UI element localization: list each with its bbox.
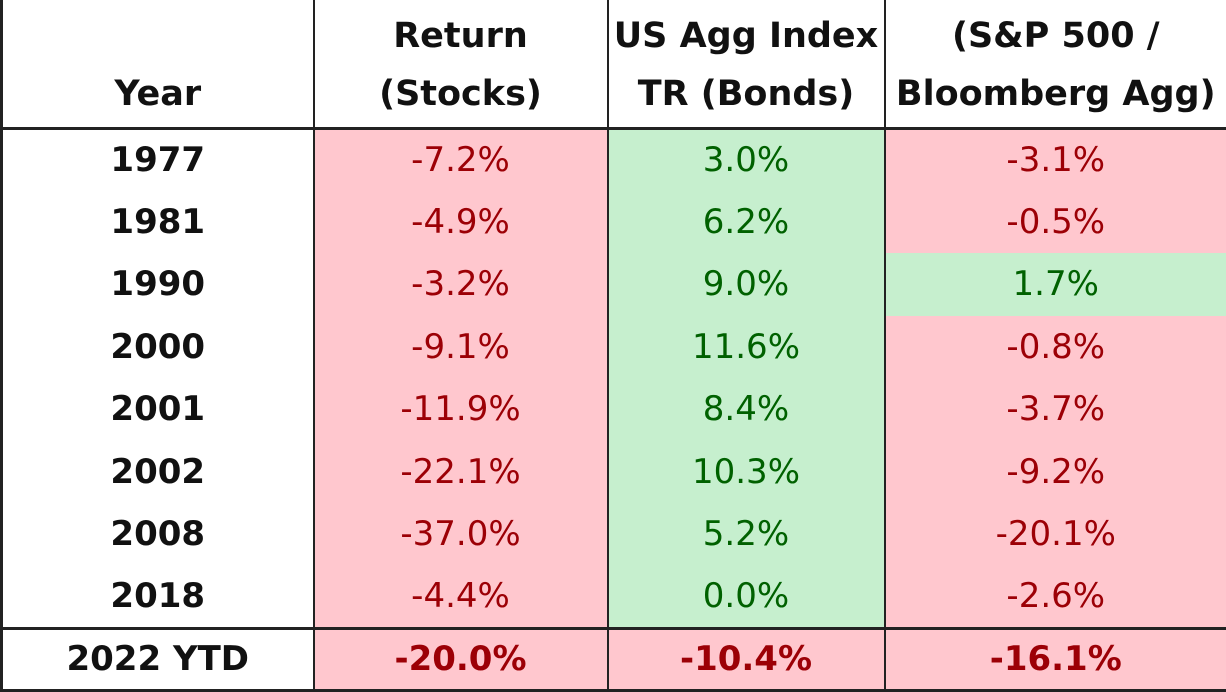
year-cell: 2008: [2, 503, 314, 566]
total-stocks-cell: -20.0%: [314, 628, 608, 690]
diff-cell: -0.5%: [885, 191, 1226, 254]
bonds-cell: 11.6%: [608, 316, 885, 379]
total-diff-cell: -16.1%: [885, 628, 1226, 690]
stocks-cell: -9.1%: [314, 316, 608, 379]
diff-cell: -3.1%: [885, 128, 1226, 191]
header-stocks-line1: Return: [315, 7, 607, 65]
year-cell: 1977: [2, 128, 314, 191]
header-bonds: US Agg Index TR (Bonds): [608, 0, 885, 128]
bonds-cell: 10.3%: [608, 441, 885, 504]
table-row: 1977 -7.2% 3.0% -3.1%: [2, 128, 1226, 191]
stocks-cell: -4.9%: [314, 191, 608, 254]
table-row: 2002 -22.1% 10.3% -9.2%: [2, 441, 1226, 504]
bonds-cell: 3.0%: [608, 128, 885, 191]
diff-cell: 1.7%: [885, 253, 1226, 316]
table-row: 2000 -9.1% 11.6% -0.8%: [2, 316, 1226, 379]
stocks-cell: -3.2%: [314, 253, 608, 316]
table-row: 2001 -11.9% 8.4% -3.7%: [2, 378, 1226, 441]
header-bonds-line2: TR (Bonds): [609, 65, 884, 123]
header-year-line2: Year: [3, 65, 313, 123]
stocks-cell: -4.4%: [314, 566, 608, 629]
header-diff-line2: Bloomberg Agg): [886, 65, 1226, 123]
diff-cell: -9.2%: [885, 441, 1226, 504]
header-year-line1: [3, 7, 313, 65]
year-cell: 2002: [2, 441, 314, 504]
total-row: 2022 YTD -20.0% -10.4% -16.1%: [2, 628, 1226, 690]
header-year: Year: [2, 0, 314, 128]
total-year-cell: 2022 YTD: [2, 628, 314, 690]
stocks-cell: -11.9%: [314, 378, 608, 441]
header-stocks-line2: (Stocks): [315, 65, 607, 123]
table-row: 2008 -37.0% 5.2% -20.1%: [2, 503, 1226, 566]
table-row: 2018 -4.4% 0.0% -2.6%: [2, 566, 1226, 629]
bonds-cell: 9.0%: [608, 253, 885, 316]
bonds-cell: 5.2%: [608, 503, 885, 566]
diff-cell: -20.1%: [885, 503, 1226, 566]
diff-cell: -0.8%: [885, 316, 1226, 379]
table-row: 1981 -4.9% 6.2% -0.5%: [2, 191, 1226, 254]
stocks-cell: -7.2%: [314, 128, 608, 191]
diff-cell: -2.6%: [885, 566, 1226, 629]
header-bonds-line1: US Agg Index: [609, 7, 884, 65]
year-cell: 1981: [2, 191, 314, 254]
diff-cell: -3.7%: [885, 378, 1226, 441]
header-stocks: Return (Stocks): [314, 0, 608, 128]
stocks-cell: -22.1%: [314, 441, 608, 504]
table-row: 1990 -3.2% 9.0% 1.7%: [2, 253, 1226, 316]
header-diff-line1: (S&P 500 /: [886, 7, 1226, 65]
bonds-cell: 6.2%: [608, 191, 885, 254]
bonds-cell: 0.0%: [608, 566, 885, 629]
header-diff: (S&P 500 / Bloomberg Agg): [885, 0, 1226, 128]
bonds-cell: 8.4%: [608, 378, 885, 441]
header-row: Year Return (Stocks) US Agg Index TR (Bo…: [2, 0, 1226, 128]
year-cell: 2000: [2, 316, 314, 379]
total-bonds-cell: -10.4%: [608, 628, 885, 690]
year-cell: 2018: [2, 566, 314, 629]
stocks-cell: -37.0%: [314, 503, 608, 566]
year-cell: 1990: [2, 253, 314, 316]
year-cell: 2001: [2, 378, 314, 441]
